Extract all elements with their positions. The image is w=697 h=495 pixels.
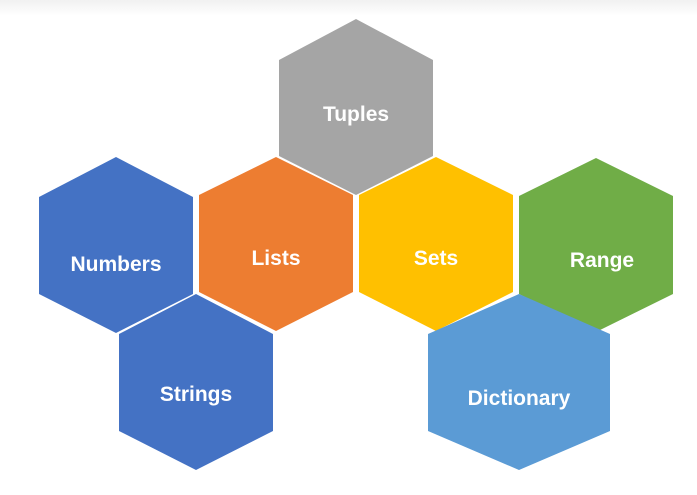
hexagon-shape: [39, 157, 193, 333]
hexagon-label: Lists: [251, 247, 300, 270]
hexagon-shape: [119, 294, 273, 470]
hexagon-strings: Strings: [119, 294, 273, 470]
hexagon-label: Numbers: [70, 253, 161, 276]
hexagon-sets: Sets: [359, 157, 513, 331]
hexagon-label: Strings: [160, 383, 232, 406]
hexagon-lists: Lists: [199, 157, 353, 331]
hexagon-label: Sets: [414, 247, 458, 270]
hexagon-label: Range: [570, 249, 634, 272]
hexagon-shape: [199, 157, 353, 331]
hexagon-tuples: Tuples: [279, 19, 433, 195]
hexagon-shape: [359, 157, 513, 331]
hexagon-label: Tuples: [323, 103, 389, 126]
hexagon-numbers: Numbers: [39, 157, 193, 333]
hexagon-label: Dictionary: [468, 387, 571, 410]
